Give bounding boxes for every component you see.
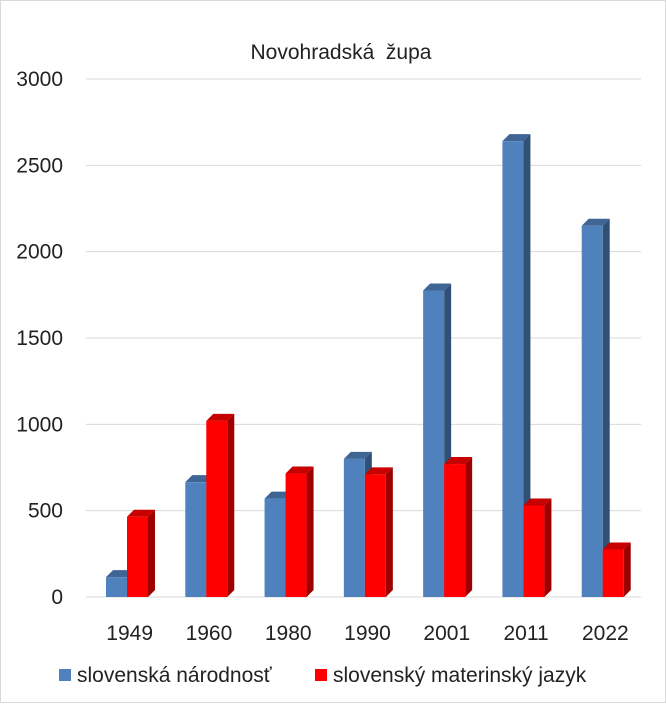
bar-jazyk-1960 [206, 413, 235, 597]
y-tick-label: 1000 [16, 413, 63, 436]
bar-front [264, 498, 286, 597]
bar-side [602, 218, 610, 597]
x-axis-ticks: 1949 1960 1980 1990 2001 2011 2022 [106, 622, 628, 645]
bar-narodnost-2011 [502, 134, 531, 597]
bar-jazyk-2011 [523, 498, 552, 597]
y-tick-label: 3000 [16, 68, 63, 91]
bar-jazyk-1980 [285, 466, 314, 597]
bar-top [444, 457, 473, 465]
x-tick-label: 2022 [582, 622, 629, 645]
bar-top [364, 467, 393, 475]
bar-front [581, 225, 603, 597]
bar-top [602, 542, 631, 550]
x-tick-label: 1990 [344, 622, 391, 645]
bar-side [385, 467, 393, 597]
y-tick-label: 2000 [16, 241, 63, 264]
y-tick-label: 1500 [16, 327, 63, 350]
bar-side [148, 509, 155, 597]
bar-top [581, 218, 610, 226]
bar-front [423, 290, 445, 597]
bar-top [502, 134, 531, 142]
bar-front [602, 549, 624, 597]
bar-top [206, 413, 235, 421]
x-tick-label: 2001 [423, 622, 470, 645]
legend: slovenská národnosť slovenský materinský … [59, 664, 587, 687]
bar-top [127, 509, 155, 517]
x-tick-label: 1960 [186, 622, 233, 645]
x-tick-label: 1949 [106, 622, 153, 645]
bar-front [343, 458, 365, 597]
bar-top [523, 498, 552, 506]
bar-side [523, 134, 531, 597]
bar-side [623, 542, 631, 597]
x-tick-label: 2011 [503, 622, 548, 645]
bar-jazyk-1990 [364, 467, 393, 597]
bar-front [444, 464, 466, 597]
legend-label: slovenský materinský jazyk [333, 664, 587, 687]
bar-side [544, 498, 552, 597]
bar-front [127, 516, 148, 597]
bar-top [285, 466, 314, 474]
legend-label: slovenská národnosť [77, 664, 273, 687]
legend-item-jazyk: slovenský materinský jazyk [315, 664, 587, 687]
legend-swatch [315, 669, 327, 681]
bar-front [364, 474, 386, 597]
y-tick-label: 2500 [16, 154, 63, 177]
y-tick-label: 0 [51, 586, 63, 609]
bar-side [306, 466, 314, 597]
bar-front [285, 473, 307, 597]
y-tick-label: 500 [28, 500, 63, 523]
bar-front [106, 577, 127, 597]
bar-narodnost-2022 [581, 218, 610, 597]
bar-top [343, 451, 372, 459]
chart-title: Novohradská župa [251, 41, 432, 64]
bar-jazyk-2022 [602, 542, 631, 597]
bar-side [465, 457, 473, 597]
bars [106, 134, 631, 597]
x-tick-label: 1980 [265, 622, 312, 645]
bar-front [523, 505, 545, 597]
bar-front [206, 420, 228, 597]
bar-front [502, 141, 524, 597]
legend-item-narodnost: slovenská národnosť [59, 664, 273, 687]
legend-swatch [59, 669, 71, 681]
gridlines [86, 78, 641, 598]
bar-front [185, 482, 207, 597]
bar-jazyk-1949 [127, 509, 155, 597]
bar-jazyk-2001 [444, 457, 473, 597]
bar-top [423, 283, 452, 291]
bar-side [227, 413, 235, 597]
y-axis-ticks: 0 500 1000 1500 2000 2500 3000 [16, 68, 63, 609]
